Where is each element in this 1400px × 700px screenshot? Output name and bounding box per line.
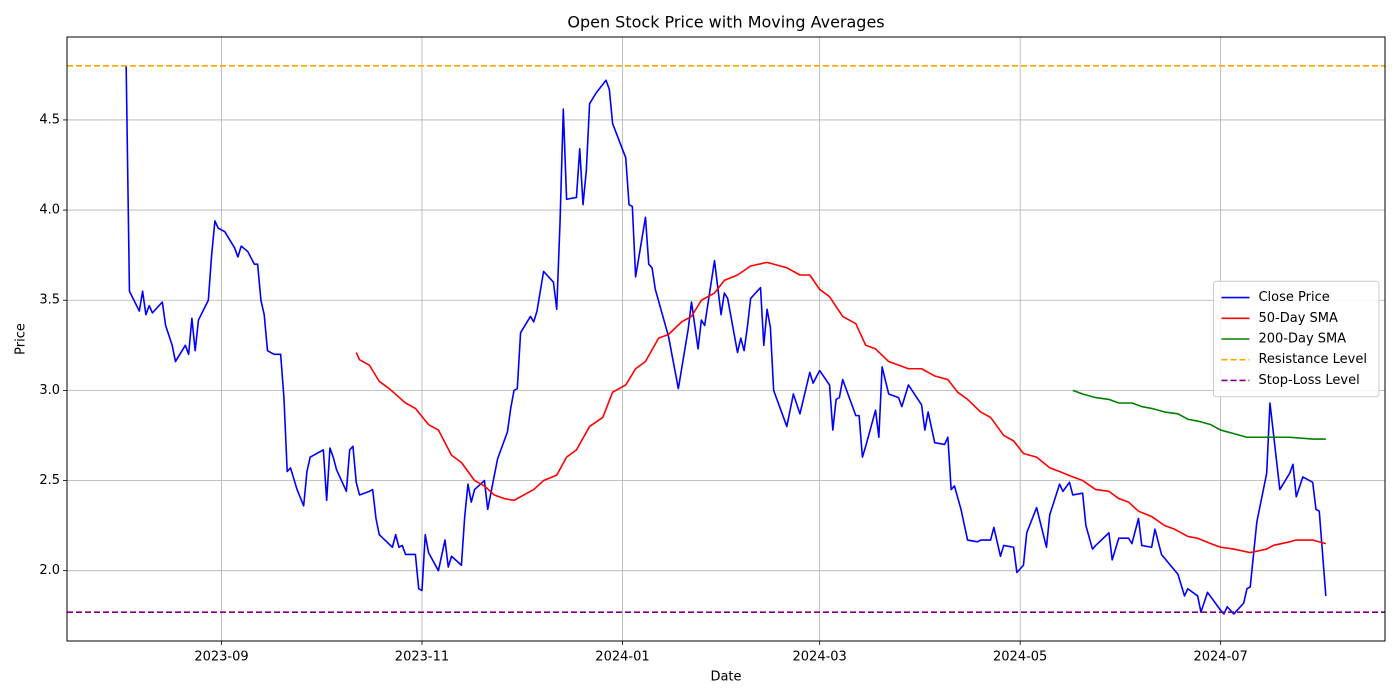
y-tick-label: 2.5 — [39, 473, 60, 488]
legend: Close Price 50-Day SMA 200-Day SMA Resistan… — [1212, 280, 1380, 398]
legend-label: 50-Day SMA — [1258, 311, 1338, 326]
legend-label: Stop-Loss Level — [1258, 373, 1359, 388]
y-axis-label: Price — [14, 323, 29, 355]
chart-title: Open Stock Price with Moving Averages — [567, 13, 884, 32]
x-tick-label: 2023-09 — [194, 650, 248, 665]
y-tick-label: 4.5 — [39, 112, 60, 127]
legend-label: 200-Day SMA — [1258, 332, 1346, 347]
legend-box — [1212, 280, 1380, 398]
x-axis-label: Date — [710, 670, 741, 685]
y-tick-label: 2.0 — [39, 563, 60, 578]
y-tick-label: 3.0 — [39, 383, 60, 398]
series-line — [355, 261, 1327, 554]
series-line — [1072, 389, 1326, 440]
legend-label: Close Price — [1258, 290, 1329, 305]
x-tick-label: 2024-05 — [993, 650, 1047, 665]
x-tick-label: 2024-07 — [1193, 650, 1247, 665]
y-tick-label: 4.0 — [39, 203, 60, 218]
plot-frame — [66, 36, 1386, 642]
x-tick-label: 2024-03 — [793, 650, 847, 665]
series-line — [125, 65, 1327, 615]
legend-label: Resistance Level — [1258, 352, 1367, 367]
y-tick-label: 3.5 — [39, 293, 60, 308]
x-tick-label: 2023-11 — [395, 650, 449, 665]
x-tick-label: 2024-01 — [595, 650, 649, 665]
